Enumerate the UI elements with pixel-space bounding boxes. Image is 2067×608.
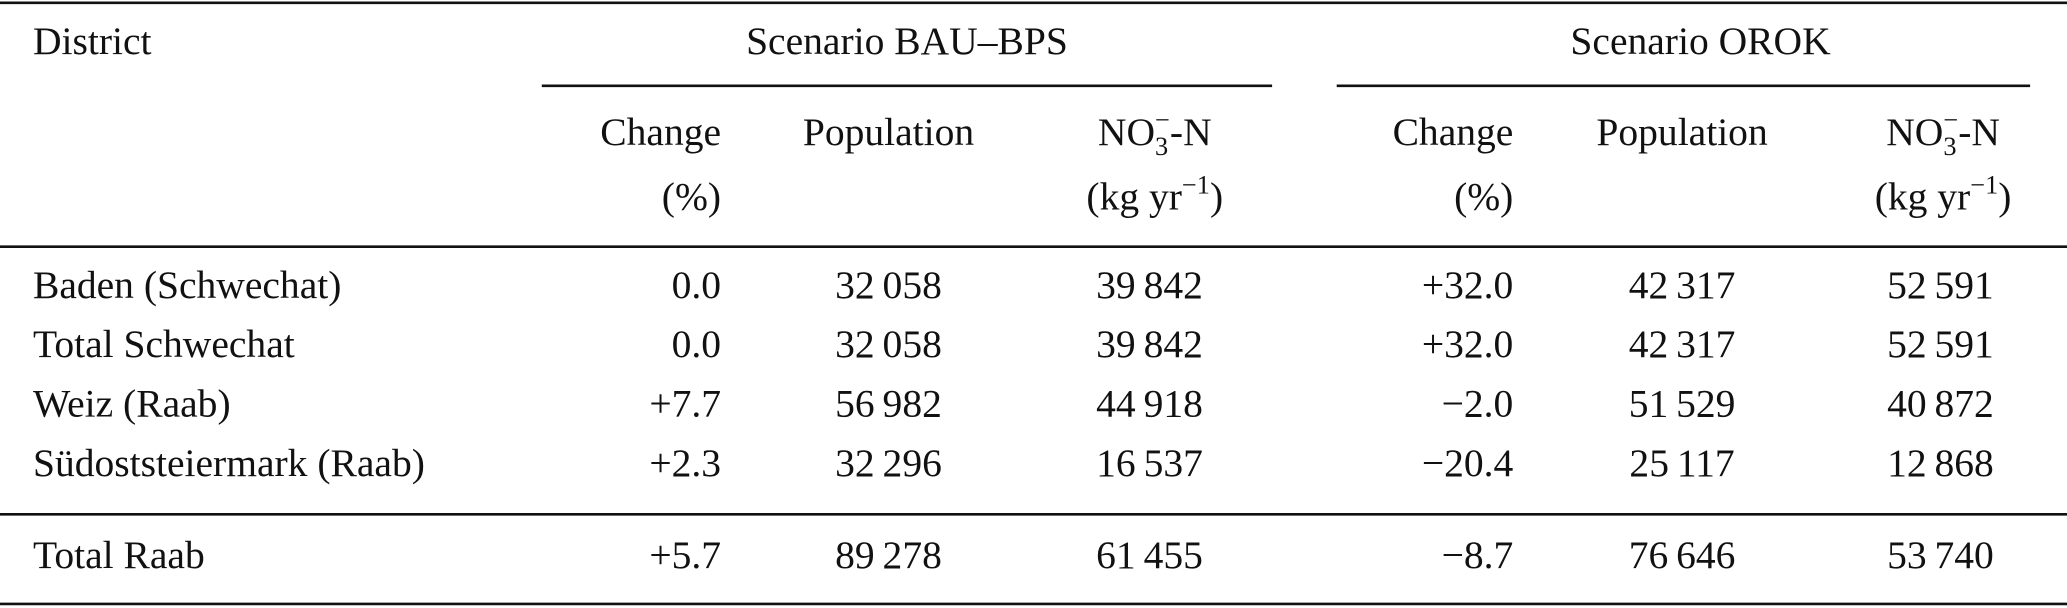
value-cell: 25 117 bbox=[1629, 441, 1734, 485]
header-superscript: − bbox=[1155, 106, 1170, 135]
header-superscript: −1 bbox=[1970, 170, 1998, 199]
value-cell: 42 317 bbox=[1629, 322, 1736, 366]
value-cell: 53 740 bbox=[1887, 533, 1994, 577]
district-header: District bbox=[33, 19, 152, 63]
value-cell: 0.0 bbox=[672, 322, 721, 366]
value-cell: +7.7 bbox=[649, 382, 721, 426]
column-header: (%) bbox=[662, 175, 721, 219]
header-superscript: −1 bbox=[1182, 170, 1210, 199]
value-cell: −8.7 bbox=[1442, 533, 1514, 577]
header-subscript: 3 bbox=[1155, 132, 1168, 161]
district-cell: Weiz (Raab) bbox=[33, 382, 231, 426]
district-cell: Südoststeiermark (Raab) bbox=[33, 441, 425, 485]
column-header: (kg yr−1) bbox=[1086, 170, 1223, 218]
value-cell: 44 918 bbox=[1096, 382, 1203, 426]
header-part: (kg yr bbox=[1875, 175, 1971, 219]
group-header: Scenario BAU–BPS bbox=[746, 19, 1068, 63]
value-cell: 32 058 bbox=[835, 263, 942, 307]
column-header: Population bbox=[1596, 110, 1768, 154]
value-cell: 16 537 bbox=[1096, 441, 1203, 485]
district-cell: Total Schwechat bbox=[33, 322, 295, 366]
header-part: ) bbox=[1998, 175, 2011, 219]
value-cell: 39 842 bbox=[1096, 322, 1203, 366]
value-cell: 32 058 bbox=[835, 322, 942, 366]
value-cell: −20.4 bbox=[1422, 441, 1514, 485]
value-cell: +32.0 bbox=[1422, 322, 1513, 366]
value-cell: 42 317 bbox=[1629, 263, 1736, 307]
district-cell: Total Raab bbox=[33, 533, 205, 577]
header-subscript: 3 bbox=[1943, 132, 1956, 161]
column-header: (kg yr−1) bbox=[1875, 170, 2012, 218]
value-cell: +32.0 bbox=[1422, 263, 1513, 307]
header-superscript: − bbox=[1943, 106, 1958, 135]
group-header: Scenario OROK bbox=[1570, 19, 1831, 63]
value-cell: 76 646 bbox=[1629, 533, 1736, 577]
header-part: -N bbox=[1170, 110, 1212, 154]
value-cell: 56 982 bbox=[835, 382, 942, 426]
column-header: (%) bbox=[1454, 175, 1513, 219]
value-cell: 52 591 bbox=[1887, 263, 1994, 307]
column-header: NO3−-N bbox=[1886, 106, 2000, 161]
district-cell: Baden (Schwechat) bbox=[33, 263, 341, 307]
value-cell: 32 296 bbox=[835, 441, 942, 485]
value-cell: +5.7 bbox=[649, 533, 721, 577]
header-part: ) bbox=[1210, 175, 1223, 219]
column-header: Change bbox=[600, 110, 721, 154]
value-cell: 52 591 bbox=[1887, 322, 1994, 366]
value-cell: 40 872 bbox=[1887, 382, 1994, 426]
value-cell: 39 842 bbox=[1096, 263, 1203, 307]
value-cell: 51 529 bbox=[1629, 382, 1736, 426]
header-part: NO bbox=[1098, 110, 1155, 154]
header-part: (kg yr bbox=[1086, 175, 1182, 219]
value-cell: −2.0 bbox=[1442, 382, 1514, 426]
value-cell: 89 278 bbox=[835, 533, 942, 577]
value-cell: 0.0 bbox=[672, 263, 721, 307]
value-cell: +2.3 bbox=[649, 441, 721, 485]
column-header: NO3−-N bbox=[1098, 106, 1212, 161]
header-part: NO bbox=[1886, 110, 1943, 154]
column-header: Change bbox=[1393, 110, 1514, 154]
column-header: Population bbox=[803, 110, 975, 154]
header-part: -N bbox=[1958, 110, 2000, 154]
value-cell: 61 455 bbox=[1096, 533, 1203, 577]
value-cell: 12 868 bbox=[1887, 441, 1994, 485]
